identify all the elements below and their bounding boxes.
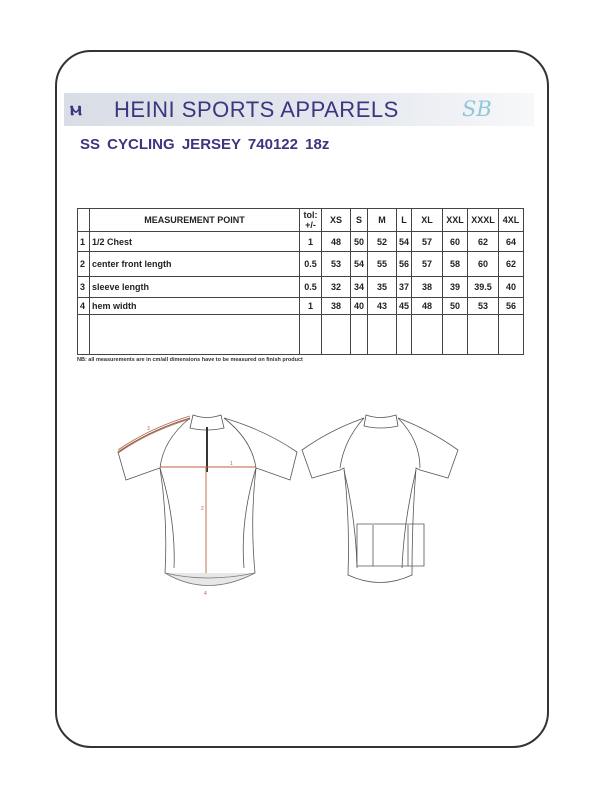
company-name: HEINI SPORTS APPARELS	[114, 97, 399, 122]
col-header: XS	[321, 208, 351, 232]
header-banner	[64, 93, 534, 126]
measure-label-4: 4	[204, 591, 207, 597]
col-header: XL	[411, 208, 444, 232]
table-row: 2 center front length 0.5 53 54 55 56 57 58 60 62	[77, 251, 525, 277]
monogram-logo: SB	[462, 97, 492, 121]
size-value-cell: 57	[411, 251, 444, 277]
jersey-front-drawing	[117, 414, 298, 586]
size-value-cell: 53	[321, 251, 351, 277]
col-header: MEASUREMENT POINT	[89, 208, 300, 232]
size-value-cell: 55	[367, 251, 397, 277]
measure-label-1: 1	[230, 461, 233, 467]
jersey-back-drawing	[301, 414, 459, 583]
measure-label-3: 3	[147, 426, 150, 432]
table-row: 3 sleeve length 0.5 32 34 35 37 38 39 39.5 40	[77, 276, 525, 298]
company-logo: ⲙ	[70, 98, 82, 120]
size-value-cell: 62	[498, 251, 525, 277]
col-header: XXXL	[467, 208, 500, 232]
measurement-note: NB: all measurements are in cm/all dimen…	[77, 357, 303, 363]
empty-row	[77, 314, 525, 355]
size-value-cell: 60	[467, 251, 500, 277]
measure-label-2: 2	[201, 506, 204, 512]
document-frame	[55, 50, 549, 748]
col-header: M	[367, 208, 397, 232]
table-row: 1 1/2 Chest 1 48 50 52 54 57 60 62 64	[77, 231, 525, 252]
size-value-cell: 58	[442, 251, 469, 277]
table-header-row: MEASUREMENT POINT tol: +/- XS S M L XL X…	[77, 208, 525, 232]
measurement-table: MEASUREMENT POINT tol: +/- XS S M L XL X…	[77, 208, 525, 355]
document-title: SS CYCLING JERSEY 740122 18z	[80, 136, 330, 153]
col-header: tol: +/-	[299, 208, 322, 232]
